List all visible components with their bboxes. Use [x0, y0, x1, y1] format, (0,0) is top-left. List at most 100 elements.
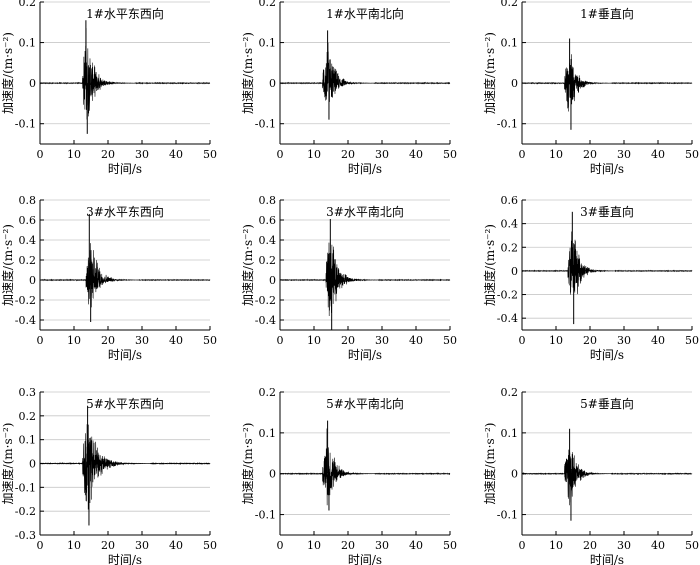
x-tick-label: 40	[409, 148, 423, 161]
x-tick-label: 10	[549, 539, 563, 552]
y-tick-label: 0	[29, 77, 36, 90]
x-tick-label: 50	[443, 539, 457, 552]
y-tick-label: 0.2	[19, 0, 37, 9]
y-axis-title: 加速度/(m·s⁻²)	[240, 32, 255, 114]
y-tick-label: -0.1	[497, 118, 518, 131]
x-axis-title: 时间/s	[348, 162, 382, 176]
y-tick-label: -0.4	[255, 314, 276, 327]
y-axis-title: 加速度/(m·s⁻²)	[0, 224, 15, 306]
panel-title: 3#水平南北向	[326, 204, 404, 219]
x-tick-label: 10	[307, 334, 321, 347]
x-tick-label: 20	[341, 148, 355, 161]
waveform-series	[279, 428, 451, 506]
y-tick-label: 0.1	[19, 434, 37, 447]
x-tick-label: 0	[37, 539, 44, 552]
x-axis-title: 时间/s	[108, 553, 142, 565]
x-axis-title: 时间/s	[348, 553, 382, 565]
x-tick-label: 40	[651, 148, 665, 161]
x-tick-label: 0	[37, 148, 44, 161]
x-tick-label: 50	[203, 539, 217, 552]
y-tick-label: 0.1	[501, 37, 519, 50]
waveform-series	[279, 242, 451, 317]
y-tick-label: 0.4	[501, 218, 519, 231]
y-tick-label: 0.3	[19, 386, 37, 399]
x-tick-label: 50	[685, 148, 699, 161]
x-tick-label: 10	[307, 539, 321, 552]
y-axis-title: 加速度/(m·s⁻²)	[240, 423, 255, 505]
panel-title: 1#水平南北向	[326, 6, 404, 21]
x-tick-label: 50	[203, 334, 217, 347]
y-tick-label: 0.2	[19, 254, 37, 267]
y-tick-label: 0	[29, 458, 36, 471]
x-tick-label: 20	[583, 539, 597, 552]
y-axis-title: 加速度/(m·s⁻²)	[482, 423, 497, 505]
y-tick-label: -0.1	[15, 481, 36, 494]
x-tick-label: 30	[135, 148, 149, 161]
y-tick-label: 0	[511, 265, 518, 278]
y-tick-label: -0.1	[497, 509, 518, 522]
waveform-series	[279, 42, 451, 110]
x-tick-label: 40	[169, 148, 183, 161]
y-tick-label: 0	[511, 468, 518, 481]
panel-title: 1#垂直向	[580, 6, 634, 21]
x-axis-title: 时间/s	[590, 348, 624, 362]
x-tick-label: 50	[685, 539, 699, 552]
y-axis-title: 加速度/(m·s⁻²)	[0, 32, 15, 114]
x-tick-label: 10	[549, 334, 563, 347]
y-tick-label: 0.8	[19, 194, 37, 207]
x-tick-label: 10	[67, 148, 81, 161]
x-tick-label: 40	[409, 334, 423, 347]
y-tick-label: 0	[269, 274, 276, 287]
x-tick-label: 0	[277, 539, 284, 552]
x-tick-label: 50	[443, 334, 457, 347]
y-tick-label: 0.4	[19, 234, 37, 247]
y-tick-label: 0.2	[259, 0, 277, 9]
y-tick-label: -0.1	[255, 509, 276, 522]
x-tick-label: 20	[101, 539, 115, 552]
y-tick-label: -0.2	[15, 294, 36, 307]
x-tick-label: 30	[375, 148, 389, 161]
waveform-series	[521, 231, 693, 295]
panel-title: 5#水平南北向	[326, 396, 404, 411]
y-tick-label: 0.2	[259, 254, 277, 267]
y-tick-label: 0.1	[501, 427, 519, 440]
x-tick-label: 20	[101, 334, 115, 347]
y-axis-title: 加速度/(m·s⁻²)	[482, 32, 497, 114]
x-tick-label: 40	[169, 334, 183, 347]
x-tick-label: 0	[519, 334, 526, 347]
x-tick-label: 10	[307, 148, 321, 161]
y-tick-label: 0.2	[19, 410, 37, 423]
y-tick-label: -0.4	[497, 312, 518, 325]
x-tick-label: 30	[135, 539, 149, 552]
x-tick-label: 10	[67, 334, 81, 347]
x-tick-label: 0	[519, 148, 526, 161]
y-tick-label: -0.3	[15, 529, 36, 542]
x-tick-label: 50	[443, 148, 457, 161]
x-tick-label: 30	[375, 539, 389, 552]
x-tick-label: 20	[583, 334, 597, 347]
x-tick-label: 0	[519, 539, 526, 552]
x-axis-title: 时间/s	[590, 553, 624, 565]
y-tick-label: 0.2	[501, 241, 519, 254]
y-tick-label: 0.4	[259, 234, 277, 247]
y-tick-label: 0.1	[259, 37, 277, 50]
y-tick-label: -0.1	[15, 118, 36, 131]
y-tick-label: 0.2	[259, 386, 277, 399]
y-tick-label: -0.2	[497, 289, 518, 302]
x-tick-label: 50	[685, 334, 699, 347]
panel-title: 5#垂直向	[580, 396, 634, 411]
panel-title: 5#水平东西向	[86, 396, 164, 411]
x-tick-label: 40	[409, 539, 423, 552]
y-tick-label: 0.6	[19, 214, 37, 227]
chart-panel-4: -0.4 -0.2 0 0.2 0.4 0.6 0.8 0 10 20 30 40 50 3#水平东西向时…	[0, 194, 217, 362]
x-tick-label: 40	[169, 539, 183, 552]
x-tick-label: 10	[67, 539, 81, 552]
x-axis-title: 时间/s	[590, 162, 624, 176]
x-axis-title: 时间/s	[348, 348, 382, 362]
y-tick-label: 0.2	[501, 0, 519, 9]
